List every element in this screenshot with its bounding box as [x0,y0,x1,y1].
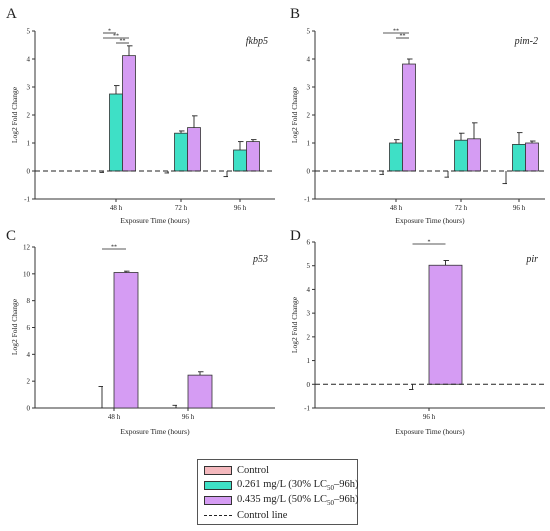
panel-c-bar-high [187,374,213,409]
panel-d-x-axis-title: Exposure Time (hours) [395,427,465,436]
panel-b-y-tick-label: -1 [304,196,310,204]
panel-a-significance-label: ** [113,34,119,40]
panel-d-significance-label: * [428,240,431,246]
legend-label-control: Control [237,465,270,476]
panel-a-y-tick-label: 3 [27,84,31,92]
panel-c-x-tick-label: 48 h [108,413,121,421]
panel-a-y-tick-label: 1 [27,140,31,148]
panel-d-y-tick-label: 2 [307,333,311,341]
panel-d-y-tick-label: 4 [307,286,311,294]
panel-c-y-tick-label: 10 [23,270,31,278]
panel-c-y-tick-label: 6 [27,324,31,332]
panel-a-bar-low [109,93,123,172]
panel-b-significance-label: ** [400,34,406,40]
panel-b-y-tick-label: 5 [307,28,311,36]
panel-a-y-tick-label: 4 [27,56,31,64]
legend-label-line: Control line [237,510,288,521]
panel-a-bar-low [233,149,247,172]
panel-a-y-tick-label: -1 [24,196,30,204]
panel-a-gene-label: fkbp5 [246,36,268,47]
legend-item-line: Control line [204,508,351,523]
panel-d-y-tick-label: 0 [307,381,311,389]
panel-a-bar-high [187,127,201,172]
panel-c-significance-label: ** [111,245,117,251]
panel-b-y-tick-label: 3 [307,84,311,92]
legend-high-suffix: –96h) [334,493,359,505]
panel-b-y-tick-label: 0 [307,168,311,176]
panel-c-y-tick-label: 0 [27,405,31,413]
panel-a-significance-label: * [108,29,111,35]
panel-a-y-tick-label: 2 [27,112,31,120]
panel-c-y-tick-label: 2 [27,378,31,386]
panel-a-y-axis-title: Log2 Fold Change [10,86,19,143]
panel-a-x-axis-title: Exposure Time (hours) [120,216,190,225]
panel-b-x-tick-label: 72 h [455,204,468,212]
panel-a-bar-low [174,132,188,172]
legend-low-suffix: –96h) [334,478,359,490]
panel-a-y-tick-label: 5 [27,28,31,36]
panel-b-bar-high [525,142,539,172]
panel-c-letter: C [6,228,16,244]
panel-b-bar-low [389,142,403,172]
panel-a-x-tick-label: 72 h [175,204,188,212]
panel-d-y-tick-label: 3 [307,310,311,318]
panel-b-y-tick-label: 2 [307,112,311,120]
panel-b-gene-label: pim-2 [514,36,538,47]
legend-item-high: 0.435 mg/L (50% LC50–96h) [204,493,359,508]
panel-c-bar-high [113,272,139,409]
panel-b-y-axis-title: Log2 Fold Change [290,86,299,143]
legend-item-low: 0.261 mg/L (30% LC50–96h) [204,478,359,493]
panel-a-significance-label: ** [120,39,126,45]
panel-a-bar-high [246,141,260,172]
legend-high-prefix: 0.435 mg/L (50% LC [237,493,328,505]
panel-c-y-tick-label: 12 [23,244,31,252]
legend-low-prefix: 0.261 mg/L (30% LC [237,478,328,490]
panel-b-significance-label: ** [393,29,399,35]
panel-d-y-tick-label: 5 [307,262,311,270]
panel-d-y-tick-label: -1 [304,405,310,413]
panel-a-x-tick-label: 48 h [110,204,123,212]
panel-b-x-tick-label: 48 h [390,204,403,212]
legend-swatch-low [204,481,232,490]
legend-label-low: 0.261 mg/L (30% LC50–96h) [237,479,359,492]
panel-b-letter: B [290,6,300,22]
panel-c-y-tick-label: 4 [27,351,31,359]
panel-a-y-tick-label: 0 [27,168,31,176]
legend: Control 0.261 mg/L (30% LC50–96h) 0.435 … [197,459,359,525]
legend-swatch-control [204,466,232,475]
panel-b-bar-high [467,138,481,172]
panel-a-bar-high [122,55,136,172]
legend-high-sub: 50 [327,499,335,508]
legend-swatch-line [204,515,232,516]
legend-low-sub: 50 [327,484,335,493]
legend-label-high: 0.435 mg/L (50% LC50–96h) [237,494,359,507]
panel-d-y-tick-label: 6 [307,239,311,247]
panel-d-letter: D [290,228,301,244]
panel-d-y-axis-title: Log2 Fold Change [290,296,299,353]
panel-c-x-tick-label: 96 h [182,413,195,421]
panel-d-x-tick-label: 96 h [423,413,436,421]
panel-c-y-tick-label: 8 [27,297,31,305]
panel-b-x-axis-title: Exposure Time (hours) [395,216,465,225]
panel-b-y-tick-label: 4 [307,56,311,64]
panel-a-x-tick-label: 96 h [234,204,247,212]
legend-item-control: Control [204,463,351,478]
panel-c-x-axis-title: Exposure Time (hours) [120,427,190,436]
panel-b-y-tick-label: 1 [307,140,311,148]
legend-swatch-high [204,496,232,505]
panel-b-x-tick-label: 96 h [513,204,526,212]
panel-b-bar-low [512,143,526,172]
panel-c-y-axis-title: Log2 Fold Change [10,298,19,355]
panel-c-gene-label: p53 [252,254,268,265]
panel-b-bar-low [454,139,468,172]
panel-d-gene-label: pir [525,254,538,265]
panel-d-bar-high [428,264,463,385]
panel-d-y-tick-label: 1 [307,357,311,365]
panel-a-letter: A [6,6,17,22]
panel-b-bar-high [402,63,416,172]
